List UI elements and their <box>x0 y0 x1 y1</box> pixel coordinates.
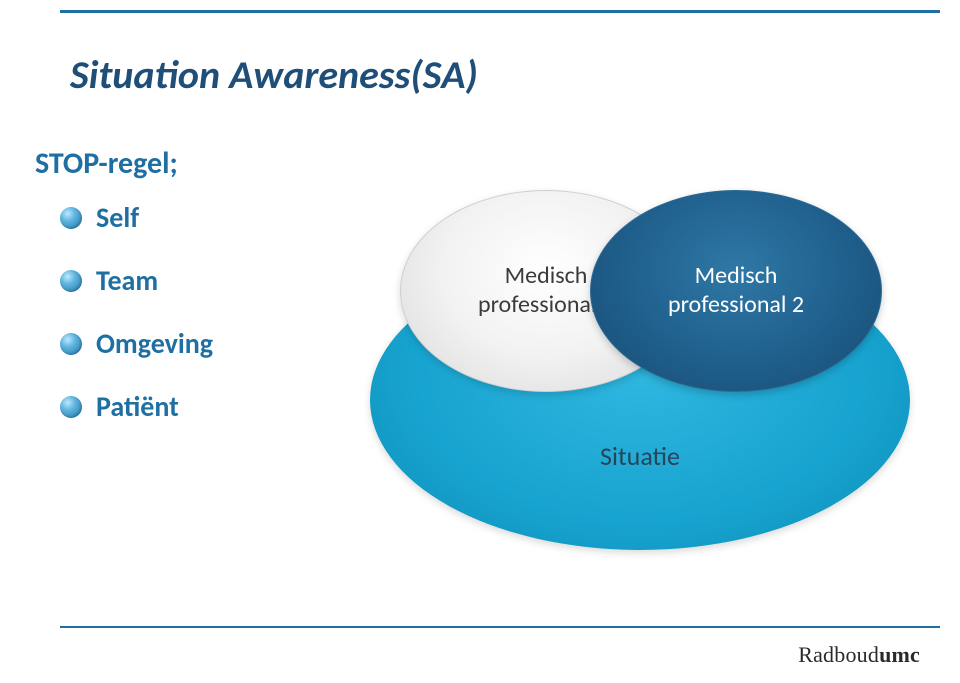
list-item: Patiënt <box>60 389 213 424</box>
page-title: Situation Awareness(SA) <box>70 50 478 99</box>
list-item: Self <box>60 200 213 235</box>
bullet-icon <box>60 396 82 418</box>
radboudumc-logo: Radboudumc <box>798 642 920 668</box>
bullet-icon <box>60 270 82 292</box>
bullet-label-self: Self <box>96 200 139 235</box>
top-divider <box>60 10 940 13</box>
stop-regel-heading: STOP-regel; <box>35 145 178 182</box>
list-item: Omgeving <box>60 326 213 361</box>
bullet-icon <box>60 207 82 229</box>
ellipse-medisch-professional-2: Medisch professional 2 <box>590 190 882 392</box>
bottom-divider <box>60 626 940 628</box>
logo-suffix: umc <box>879 642 920 667</box>
label-situatie: Situatie <box>370 440 910 472</box>
venn-diagram: Situatie Medisch professional 1 Medisch … <box>370 190 910 550</box>
bullet-list: Self Team Omgeving Patiënt <box>60 200 213 452</box>
bullet-icon <box>60 333 82 355</box>
logo-prefix: Radboud <box>798 642 879 667</box>
bullet-label-team: Team <box>96 263 158 298</box>
list-item: Team <box>60 263 213 298</box>
bullet-label-patient: Patiënt <box>96 389 179 424</box>
bullet-label-omgeving: Omgeving <box>96 326 213 361</box>
